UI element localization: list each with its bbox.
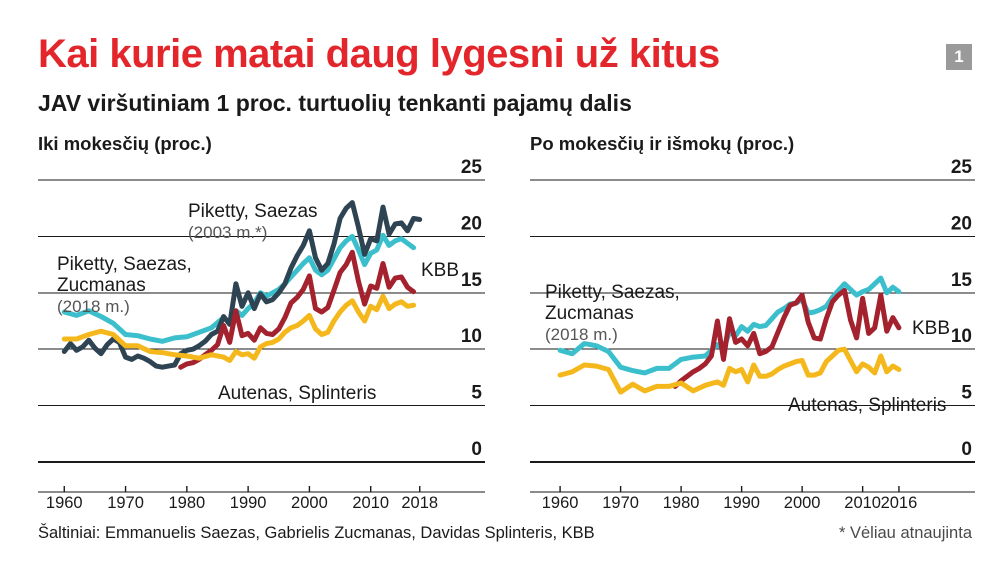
panel1-xtick-label-1990: 1990 [230,494,267,512]
panel2-xtick-label-2000: 2000 [784,494,821,512]
figure-number-badge: 1 [946,44,972,70]
source-note: Šaltiniai: Emmanuelis Saezas, Gabrielis … [38,524,595,542]
panel1-psz-label-sub: (2018 m.) [57,297,130,316]
panel1-as-label-line-1: Autenas, Splinteris [218,383,376,404]
panel1-ytick-label-15: 15 [461,270,483,291]
panel1-ytick-label-20: 20 [461,213,482,234]
panel1-xtick-label-2010: 2010 [352,494,389,512]
panel1-title: Iki mokesčių (proc.) [38,133,212,154]
panel2-ytick-label-5: 5 [961,383,972,404]
panel2-xtick-label-1980: 1980 [663,494,700,512]
panel2-ytick-label-0: 0 [961,439,972,460]
panel2-xtick-label-1960: 1960 [542,494,579,512]
panel2-title: Po mokesčių ir išmokų (proc.) [530,133,794,154]
panel1-series-dark-line [61,200,423,370]
panel2-psz-label-sub: (2018 m.) [545,325,618,344]
panel1-psz-label-line-2: Zucmanas [57,275,146,296]
panel2-xtick-label-1990: 1990 [723,494,760,512]
panel2-ytick-label-25: 25 [951,157,973,178]
panel1-psz-label-line-1: Piketty, Saezas, [57,254,192,275]
panel2-psz-label-line-2: Zucmanas [545,303,634,324]
panel1-ytick-label-10: 10 [461,326,482,347]
panel1-ps-label-line-1: Piketty, Saezas [188,201,318,222]
panel2-ytick-label-10: 10 [951,326,972,347]
panel2-ytick-label-15: 15 [951,270,973,291]
panel1-xtick-label-1970: 1970 [107,494,144,512]
footnote: * Vėliau atnaujinta [838,524,972,542]
panel1-ytick-label-0: 0 [471,439,482,460]
panel2-ytick-label-20: 20 [951,213,972,234]
panel1-xtick-label-2018: 2018 [401,494,438,512]
page-subtitle: JAV viršutiniam 1 proc. turtuolių tenkan… [38,90,632,116]
panel2-xtick-label-1970: 1970 [602,494,639,512]
panel1-ps-label-sub: (2003 m.*) [188,223,267,242]
panel2-psz-label-line-1: Piketty, Saezas, [545,282,680,303]
panel2-xtick-label-2010: 2010 [844,494,881,512]
panel1-series-red-line [178,249,417,370]
panel1-kbb-label-line-1: KBB [421,260,459,281]
panel1-xtick-label-1980: 1980 [168,494,205,512]
panel2-series-cyan-line [557,275,902,376]
panel1-ytick-label-5: 5 [471,383,482,404]
panel1-ytick-label-25: 25 [461,157,483,178]
panel2-series-red-line [672,288,902,389]
page-title: Kai kurie matai daug lygesni už kitus [38,32,720,76]
panel2-as-label-line-1: Autenas, Splinteris [788,395,946,416]
panel2-xtick-label-2016: 2016 [881,494,918,512]
panel1-series-yellow-line [61,293,417,363]
panel2-kbb-label-line-1: KBB [912,318,950,339]
panel2-series-yellow-line [557,346,902,395]
panel1-xtick-label-2000: 2000 [291,494,328,512]
panel1-xtick-label-1960: 1960 [46,494,83,512]
